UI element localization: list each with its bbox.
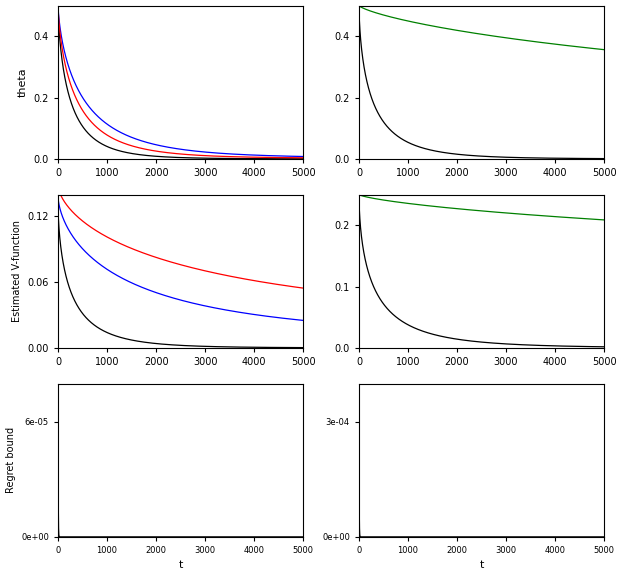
Y-axis label: Regret bound: Regret bound	[6, 427, 16, 493]
Y-axis label: theta: theta	[18, 67, 28, 97]
X-axis label: t: t	[480, 560, 484, 570]
Y-axis label: Estimated V-function: Estimated V-function	[12, 220, 22, 322]
X-axis label: t: t	[179, 560, 183, 570]
